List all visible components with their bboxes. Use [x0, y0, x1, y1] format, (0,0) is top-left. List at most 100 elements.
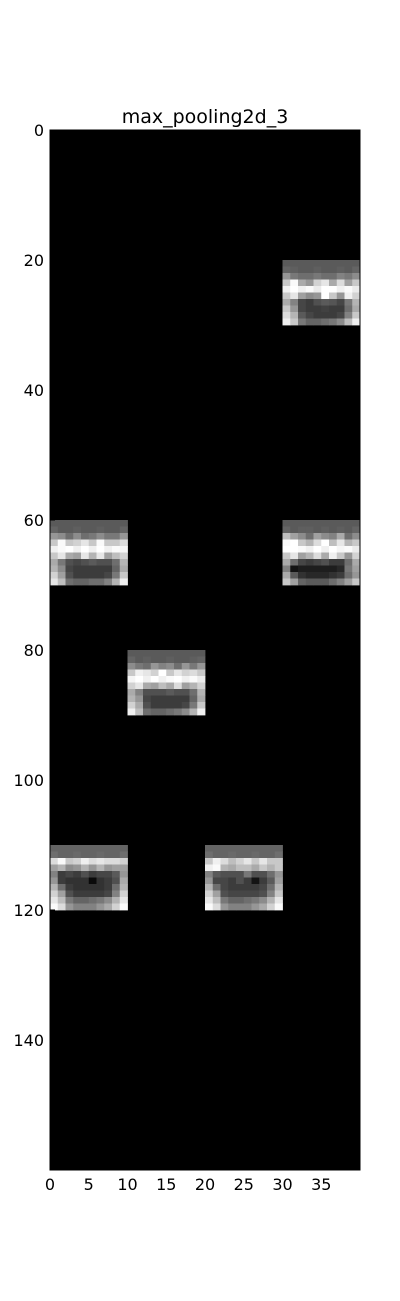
- heatmap-cell: [73, 877, 82, 885]
- heatmap-cell: [274, 845, 283, 852]
- heatmap-cell: [73, 851, 82, 859]
- heatmap-cell: [174, 689, 183, 696]
- heatmap-cell: [104, 871, 113, 878]
- heatmap-cell: [220, 851, 229, 859]
- heatmap-cell: [181, 663, 190, 670]
- heatmap-cell: [243, 871, 252, 878]
- heatmap-cell: [298, 578, 307, 586]
- heatmap-cell: [88, 858, 97, 865]
- heatmap-cell: [220, 890, 229, 898]
- heatmap-cell: [298, 533, 307, 540]
- heatmap-cell: [282, 305, 291, 313]
- heatmap-cell: [220, 897, 229, 904]
- heatmap-cell: [143, 676, 152, 683]
- heatmap-cell: [321, 559, 330, 566]
- y-axis: 0 20 40 60 80 100 120 140: [13, 121, 55, 1050]
- heatmap-cell: [50, 520, 59, 527]
- y-tick-label: 120: [13, 901, 44, 920]
- heatmap-cell: [251, 851, 260, 859]
- heatmap-cell: [243, 864, 252, 872]
- heatmap-cell: [313, 318, 322, 326]
- heatmap-cell: [65, 559, 74, 566]
- heatmap-cell: [166, 650, 175, 657]
- heatmap-cell: [158, 656, 167, 664]
- x-tick-label: 15: [156, 1175, 176, 1194]
- heatmap-cell: [220, 903, 229, 911]
- heatmap-cell: [96, 533, 105, 540]
- heatmap-cell: [158, 702, 167, 709]
- x-tick-label: 5: [84, 1175, 94, 1194]
- heatmap-cell: [205, 877, 214, 885]
- heatmap-cell: [290, 260, 299, 267]
- heatmap-cell: [298, 305, 307, 313]
- heatmap-cell: [329, 559, 338, 566]
- heatmap-cell: [290, 539, 299, 547]
- heatmap-cell: [73, 565, 82, 573]
- heatmap-cell: [166, 702, 175, 709]
- heatmap-cell: [305, 299, 314, 306]
- heatmap-cell: [174, 702, 183, 709]
- heatmap-cell: [158, 669, 167, 677]
- heatmap-cell: [166, 682, 175, 690]
- heatmap-cell: [88, 565, 97, 573]
- heatmap-cell: [336, 578, 345, 586]
- heatmap-cell: [189, 689, 198, 696]
- heatmap-cell: [344, 273, 353, 280]
- heatmap-cell: [181, 676, 190, 683]
- heatmap-cell: [352, 312, 361, 319]
- heatmap-cell: [251, 877, 260, 885]
- heatmap-cell: [65, 864, 74, 872]
- heatmap-cell: [181, 682, 190, 690]
- heatmap-cell: [65, 877, 74, 885]
- y-tick-label: 140: [13, 1031, 44, 1050]
- heatmap-cell: [267, 903, 276, 911]
- heatmap-cell: [321, 546, 330, 553]
- heatmap-cell: [313, 565, 322, 573]
- heatmap-cell: [212, 884, 221, 891]
- heatmap-cell: [298, 539, 307, 547]
- heatmap-cell: [352, 266, 361, 274]
- heatmap-cell: [50, 578, 59, 586]
- heatmap-cell: [112, 578, 121, 586]
- heatmap-cell: [274, 858, 283, 865]
- heatmap-cell: [313, 520, 322, 527]
- heatmap-cell: [81, 903, 90, 911]
- heatmap-cell: [112, 552, 121, 560]
- heatmap-cell: [81, 897, 90, 904]
- heatmap-cell: [344, 292, 353, 300]
- heatmap-cell: [298, 559, 307, 566]
- heatmap-cell: [336, 273, 345, 280]
- heatmap-cell: [243, 884, 252, 891]
- heatmap-cells: [50, 260, 361, 911]
- heatmap-cell: [336, 520, 345, 527]
- heatmap-cell: [88, 539, 97, 547]
- heatmap-cell: [197, 695, 206, 703]
- heatmap-cell: [236, 851, 245, 859]
- heatmap-cell: [143, 689, 152, 696]
- heatmap-cell: [112, 858, 121, 865]
- heatmap-cell: [313, 299, 322, 306]
- heatmap-cell: [50, 572, 59, 579]
- heatmap-cell: [88, 533, 97, 540]
- heatmap-cell: [181, 708, 190, 716]
- heatmap-cell: [243, 858, 252, 865]
- heatmap-cell: [259, 864, 268, 872]
- heatmap-cell: [298, 526, 307, 534]
- heatmap-cell: [127, 650, 136, 657]
- heatmap-cell: [189, 695, 198, 703]
- heatmap-cell: [321, 279, 330, 287]
- heatmap-cell: [282, 565, 291, 573]
- heatmap-cell: [344, 559, 353, 566]
- heatmap-cell: [290, 559, 299, 566]
- heatmap-cell: [344, 305, 353, 313]
- heatmap-cell: [50, 565, 59, 573]
- heatmap-cell: [236, 845, 245, 852]
- heatmap-cell: [329, 565, 338, 573]
- heatmap-cell: [65, 858, 74, 865]
- heatmap-cell: [259, 884, 268, 891]
- heatmap-cell: [73, 903, 82, 911]
- heatmap-cell: [344, 552, 353, 560]
- heatmap-cell: [57, 890, 66, 898]
- heatmap-cell: [321, 572, 330, 579]
